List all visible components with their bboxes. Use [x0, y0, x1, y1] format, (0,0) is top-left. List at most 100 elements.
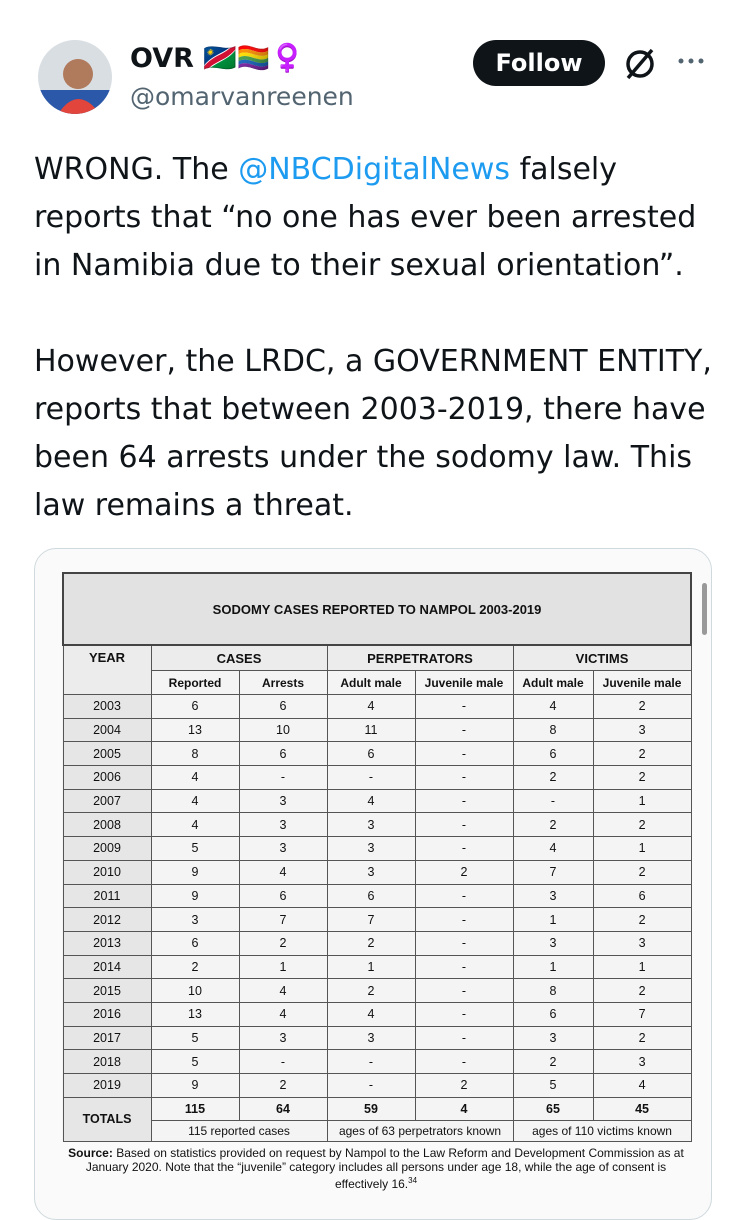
- footnote: 34: [408, 1176, 418, 1185]
- year-cell: 2008: [62, 812, 152, 838]
- author-name[interactable]: OVR 🇳🇦🏳️‍🌈♀️: [130, 43, 305, 74]
- group-header: PERPETRATORS: [326, 644, 514, 671]
- year-cell: 2016: [62, 1001, 152, 1027]
- value-cell: 11: [326, 717, 416, 743]
- value-cell: -: [414, 1025, 514, 1051]
- data-row: 2011 9 6 6-3 6: [62, 883, 692, 909]
- year-cell: 2006: [62, 765, 152, 790]
- data-row: 2009 5 3 3-4 1: [62, 836, 692, 861]
- value-cell: 2: [592, 1025, 692, 1051]
- year-cell: 2014: [62, 954, 152, 980]
- total-cell: 65: [512, 1096, 594, 1121]
- value-cell: 2: [326, 978, 416, 1003]
- grok-icon[interactable]: [622, 46, 658, 82]
- year-cell: 2015: [62, 978, 152, 1003]
- paragraph: WRONG. The @NBCDigitalNews falsely repor…: [34, 146, 724, 290]
- year-header: YEAR: [62, 644, 152, 695]
- data-table: SODOMY CASES REPORTED TO NAMPOL 2003-201…: [61, 572, 693, 1142]
- totals-label: TOTALS: [62, 1096, 152, 1142]
- value-cell: -: [238, 765, 328, 790]
- value-cell: 2: [512, 765, 594, 790]
- value-cell: 3: [238, 788, 328, 814]
- value-cell: -: [512, 788, 594, 814]
- value-cell: 2: [512, 812, 594, 838]
- value-cell: -: [414, 930, 514, 956]
- source-note: Source: Based on statistics provided on …: [62, 1146, 690, 1191]
- value-cell: 1: [592, 788, 692, 814]
- value-cell: 10: [238, 717, 328, 743]
- value-cell: 4: [150, 812, 240, 838]
- value-cell: 1: [326, 954, 416, 980]
- avatar[interactable]: [38, 40, 112, 114]
- value-cell: 3: [238, 1025, 328, 1051]
- table-title: SODOMY CASES REPORTED TO NAMPOL 2003-201…: [61, 572, 693, 646]
- value-cell: 4: [592, 1073, 692, 1098]
- value-cell: -: [414, 1049, 514, 1074]
- value-cell: -: [414, 765, 514, 790]
- value-cell: -: [326, 765, 416, 790]
- subheader: Adult male: [326, 670, 416, 695]
- value-cell: 3: [326, 836, 416, 861]
- year-cell: 2003: [62, 694, 152, 719]
- value-cell: -: [414, 741, 514, 767]
- year-cell: 2018: [62, 1049, 152, 1074]
- total-cell: 4: [414, 1096, 514, 1121]
- value-cell: 3: [592, 717, 692, 743]
- value-cell: 3: [512, 930, 594, 956]
- value-cell: 7: [512, 859, 594, 885]
- tweet-text: WRONG. The @NBCDigitalNews falsely repor…: [34, 146, 724, 578]
- value-cell: 3: [592, 1049, 692, 1074]
- total-cell: 59: [326, 1096, 416, 1121]
- data-row: 2007 4 3 4- -1: [62, 788, 692, 814]
- value-cell: 2: [592, 907, 692, 932]
- value-cell: 3: [150, 907, 240, 932]
- year-cell: 2012: [62, 907, 152, 932]
- value-cell: 2: [592, 859, 692, 885]
- value-cell: 7: [238, 907, 328, 932]
- value-cell: 4: [326, 788, 416, 814]
- mention[interactable]: @NBCDigitalNews: [238, 152, 511, 187]
- total-note: ages of 63 perpetrators known: [326, 1119, 514, 1142]
- more-icon[interactable]: [676, 54, 706, 68]
- value-cell: 4: [238, 859, 328, 885]
- value-cell: 2: [326, 930, 416, 956]
- value-cell: -: [414, 812, 514, 838]
- value-cell: 2: [150, 954, 240, 980]
- total-cell: 64: [238, 1096, 328, 1121]
- scrollbar: [702, 583, 707, 635]
- value-cell: 2: [512, 1049, 594, 1074]
- value-cell: 8: [512, 717, 594, 743]
- year-cell: 2005: [62, 741, 152, 767]
- value-cell: 4: [512, 694, 594, 719]
- value-cell: 3: [326, 1025, 416, 1051]
- paragraph: However, the LRDC, a GOVERNMENT ENTITY, …: [34, 344, 712, 523]
- value-cell: 3: [238, 836, 328, 861]
- value-cell: 9: [150, 883, 240, 909]
- subheader: Reported: [150, 670, 240, 695]
- value-cell: 6: [150, 694, 240, 719]
- group-header: VICTIMS: [512, 644, 692, 671]
- value-cell: 8: [512, 978, 594, 1003]
- total-note: 115 reported cases: [150, 1119, 328, 1142]
- value-cell: 1: [512, 907, 594, 932]
- value-cell: 5: [150, 1025, 240, 1051]
- value-cell: 6: [326, 883, 416, 909]
- value-cell: 9: [150, 1073, 240, 1098]
- value-cell: 2: [414, 859, 514, 885]
- follow-button[interactable]: Follow: [473, 40, 605, 86]
- value-cell: 6: [238, 694, 328, 719]
- value-cell: 10: [150, 978, 240, 1003]
- value-cell: -: [238, 1049, 328, 1074]
- value-cell: 1: [592, 954, 692, 980]
- year-cell: 2004: [62, 717, 152, 743]
- data-row: 2003 6 6 4-4 2: [62, 694, 692, 719]
- value-cell: 3: [326, 859, 416, 885]
- value-cell: 4: [150, 788, 240, 814]
- data-row: 2010 9 4 3 2 7 2: [62, 859, 692, 885]
- author-handle[interactable]: @omarvanreenen: [130, 82, 354, 111]
- value-cell: 4: [326, 1001, 416, 1027]
- value-cell: 6: [238, 741, 328, 767]
- value-cell: 6: [326, 741, 416, 767]
- data-row: 2018 5- - -2 3: [62, 1049, 692, 1074]
- value-cell: -: [414, 836, 514, 861]
